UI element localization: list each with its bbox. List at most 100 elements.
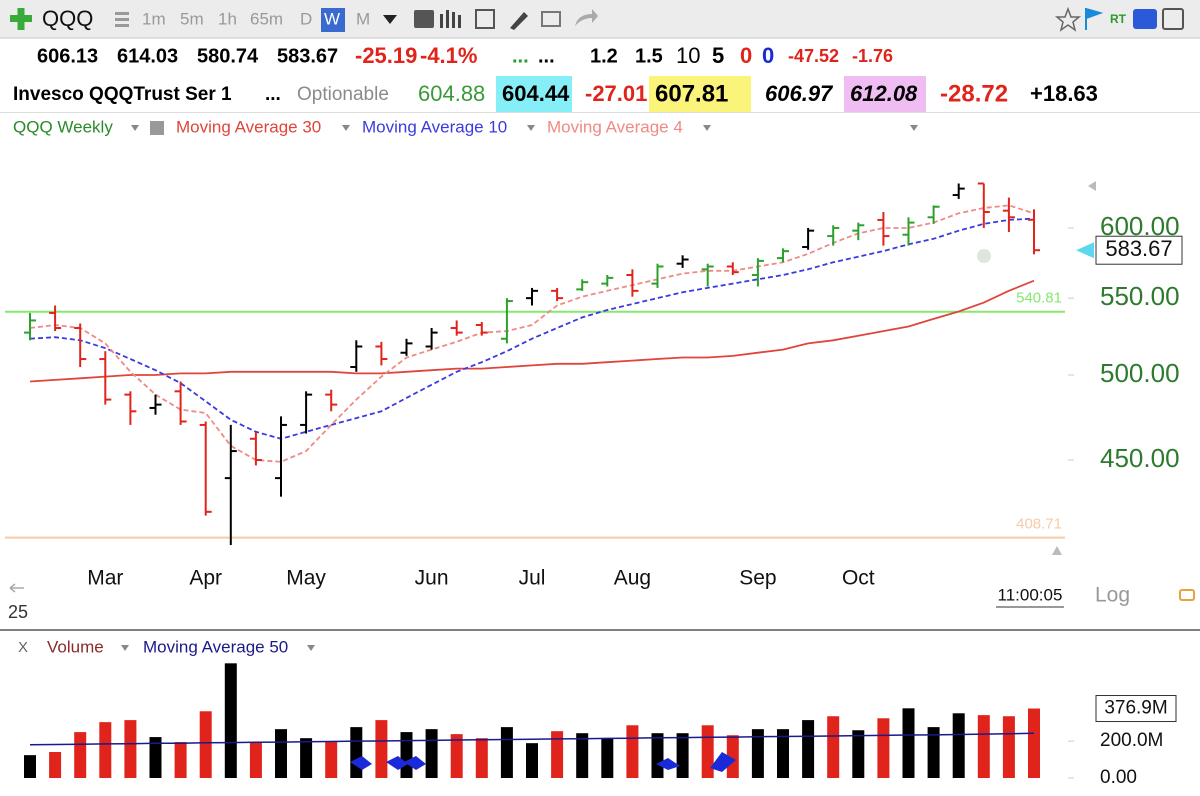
- price-tag: [1095, 235, 1183, 265]
- interval[interactable]: D: [300, 9, 312, 28]
- legend-entry[interactable]: Moving Average 10: [362, 117, 507, 136]
- quote-value: 614.03: [117, 45, 178, 67]
- menu-icon[interactable]: [115, 12, 129, 27]
- volume-bar: [626, 725, 639, 779]
- legend-dropdown: [131, 125, 139, 131]
- volume-bar: [400, 732, 413, 779]
- volume-bar: [977, 715, 990, 779]
- volume-bar: [726, 735, 739, 779]
- volume-bar: [500, 727, 513, 779]
- quote-value: -28.72: [940, 80, 1008, 107]
- legend-dropdown: [527, 125, 535, 131]
- x-tick-label: May: [286, 567, 326, 590]
- interval[interactable]: 1m: [142, 9, 166, 28]
- volume-bar: [249, 742, 262, 779]
- quote-value: ...: [265, 84, 281, 105]
- interval[interactable]: W: [324, 9, 340, 28]
- volume-tag: [1095, 695, 1177, 723]
- volume-bar: [777, 729, 789, 779]
- volume-bar: [275, 729, 287, 779]
- interval[interactable]: 1h: [218, 9, 237, 28]
- quote-value: +18.63: [1030, 81, 1098, 106]
- volume-bar: [902, 708, 915, 779]
- quote-value: -25.19: [355, 43, 417, 68]
- volume-bar: [149, 737, 162, 779]
- quote-value: 607.81: [655, 80, 728, 107]
- quote-rows: 606.13 614.03 580.74 583.67 -25.19 -4.1%.....…: [13, 43, 1098, 112]
- lock-icon: [1179, 589, 1195, 601]
- volume-bar: [475, 738, 488, 779]
- quote-highlight: [844, 76, 926, 112]
- legend-dropdown: [910, 125, 918, 131]
- row-border: [0, 112, 1200, 113]
- x-tick-label: Aug: [614, 567, 651, 590]
- y-tick-label: 200.0M: [1100, 730, 1163, 751]
- volume-bar: [576, 733, 589, 779]
- toolbar: [0, 0, 1200, 38]
- quote-highlight: [496, 76, 572, 112]
- quote-value: 10: [676, 43, 700, 68]
- quote-value: ...: [512, 45, 529, 67]
- legend-dropdown: [703, 125, 711, 131]
- scale-label[interactable]: Log: [1095, 584, 1130, 607]
- dropdown-icon[interactable]: [383, 15, 397, 24]
- chart-title[interactable]: Volume: [47, 637, 104, 656]
- quote-value: 0: [740, 43, 752, 68]
- scroll-arrow: [1052, 546, 1062, 555]
- right-icons[interactable]: RT: [1054, 6, 1184, 32]
- symbol[interactable]: QQQ: [42, 6, 93, 31]
- volume-bar: [124, 720, 137, 779]
- quote-value: Invesco QQQTrust Ser 1: [13, 84, 232, 105]
- add-icon[interactable]: [10, 8, 32, 30]
- corner-label: 25: [8, 602, 28, 622]
- x-tick-label: Sep: [739, 567, 776, 590]
- moving-average: [29, 204, 1035, 463]
- y-tick-label: 550.00: [1100, 281, 1180, 311]
- svg-text:RT: RT: [1110, 12, 1127, 26]
- legend-entry[interactable]: Moving Average 30: [176, 117, 321, 136]
- volume-moving-average: [29, 732, 1035, 746]
- interval[interactable]: 65m: [250, 9, 283, 28]
- volume-bar: [526, 743, 538, 779]
- chart-title[interactable]: QQQ Weekly: [13, 117, 113, 136]
- quote-value: ...: [538, 45, 555, 67]
- x-tick-label: Oct: [842, 567, 875, 590]
- volume-bar: [199, 711, 212, 779]
- price-pointer: [1076, 242, 1094, 259]
- interval[interactable]: M: [356, 9, 370, 28]
- quote-value: -27.01: [585, 81, 647, 106]
- volume-panel: X Volume Moving Average 50 0.00 200.0M 376.9M: [18, 637, 1177, 788]
- close-button[interactable]: X: [18, 639, 28, 656]
- legend-entry[interactable]: Moving Average 50: [143, 637, 288, 656]
- volume-bar: [1028, 708, 1040, 779]
- legend-entry[interactable]: Moving Average 4: [547, 117, 683, 136]
- volume-bar: [450, 734, 463, 779]
- legend-grid-icon: [150, 121, 164, 135]
- corner-arrows: [9, 583, 24, 593]
- volume-bar: [1002, 716, 1015, 779]
- quote-value: 604.44: [502, 81, 570, 106]
- x-tick-label: Mar: [87, 567, 123, 590]
- quote-value: -1.76: [852, 46, 893, 66]
- legend-dropdown: [121, 645, 129, 651]
- legend-dropdown: [307, 645, 315, 651]
- volume-bar: [852, 730, 865, 779]
- interval[interactable]: 5m: [180, 9, 204, 28]
- price-tag-label: 583.67: [1105, 236, 1172, 261]
- quote-value: 606.13: [37, 45, 98, 67]
- x-tick-label: Jul: [519, 567, 546, 590]
- volume-bar: [375, 720, 388, 779]
- scroll-arrow: [1088, 181, 1096, 191]
- volume-bar: [751, 729, 764, 779]
- volume-bar: [802, 720, 815, 779]
- quote-value: 583.67: [277, 45, 338, 67]
- price-panel: QQQ Weekly Moving Average 30 Moving Averag…: [5, 117, 1195, 622]
- horizontal-line-label: 408.71: [1016, 516, 1062, 533]
- quote-value: 606.97: [765, 81, 834, 106]
- volume-bar: [49, 752, 62, 779]
- quote-value: 0: [762, 43, 774, 68]
- volume-bar: [174, 742, 187, 779]
- chart-type-icons[interactable]: [414, 9, 598, 30]
